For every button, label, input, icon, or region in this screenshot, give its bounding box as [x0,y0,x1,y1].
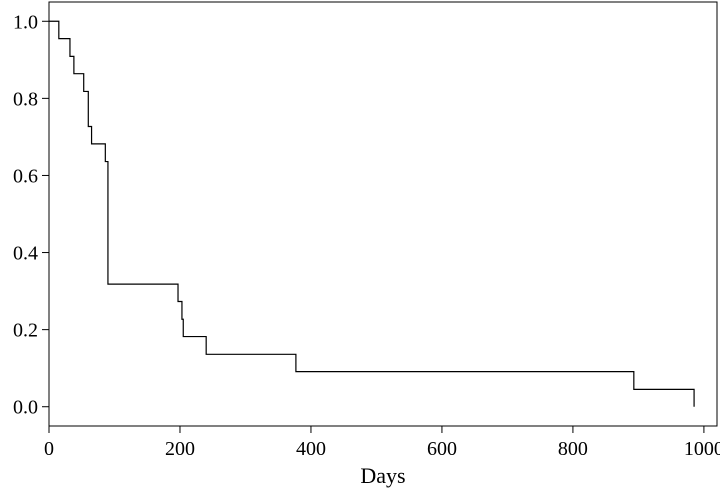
x-tick-label: 800 [558,438,588,460]
y-tick-label: 0.6 [13,165,38,187]
x-axis-title: Days [360,463,405,488]
x-tick-label: 400 [296,438,326,460]
x-tick-label: 200 [165,438,195,460]
survival-step-line [49,20,695,407]
y-tick-label: 0.2 [13,320,38,342]
x-tick-label: 1000 [684,438,720,460]
y-axis: 0.0 0.2 0.4 0.6 0.8 1.0 [13,11,49,419]
y-tick-label: 0.8 [13,88,38,110]
x-tick-label: 0 [44,438,54,460]
y-tick-label: 0.4 [13,243,38,265]
plot-frame [48,1,718,427]
y-tick-label: 0.0 [13,397,38,419]
x-tick-label: 600 [427,438,457,460]
x-axis: 0 200 400 600 800 1000 [44,426,720,460]
y-tick-label: 1.0 [13,11,38,33]
